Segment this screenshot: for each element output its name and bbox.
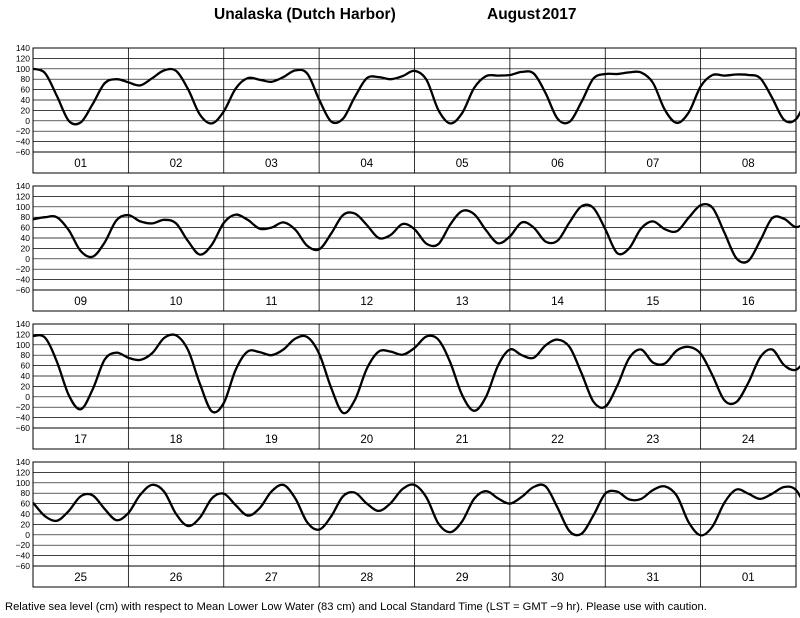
y-tick-label: 60 xyxy=(21,85,31,95)
day-label: 19 xyxy=(265,434,278,446)
y-tick-label: 0 xyxy=(25,530,30,540)
day-label: 28 xyxy=(360,572,373,584)
y-tick-label: 20 xyxy=(21,105,31,115)
y-tick-label: 0 xyxy=(25,116,30,126)
day-label: 29 xyxy=(456,572,469,584)
day-label: 05 xyxy=(456,158,469,170)
y-tick-label: 60 xyxy=(21,499,31,509)
day-label: 04 xyxy=(360,158,373,170)
y-tick-label: −40 xyxy=(16,413,31,423)
day-label: 08 xyxy=(742,158,755,170)
day-label: 01 xyxy=(74,158,87,170)
y-tick-label: −20 xyxy=(16,540,31,550)
y-tick-label: 140 xyxy=(16,319,30,329)
y-tick-label: −40 xyxy=(16,137,31,147)
year-label: 2017 xyxy=(542,6,577,23)
day-label: 10 xyxy=(170,296,183,308)
tide-curve xyxy=(32,202,800,264)
day-label: 12 xyxy=(360,296,373,308)
y-tick-label: −40 xyxy=(16,551,31,561)
y-tick-label: 100 xyxy=(16,202,30,212)
day-label: 21 xyxy=(456,434,469,446)
y-tick-label: −40 xyxy=(16,275,31,285)
day-label: 14 xyxy=(551,296,564,308)
footnote: Relative sea level (cm) with respect to … xyxy=(5,601,707,613)
y-tick-label: −60 xyxy=(16,561,31,571)
y-tick-label: 80 xyxy=(21,74,31,84)
day-label: 15 xyxy=(647,296,660,308)
y-tick-label: 100 xyxy=(16,478,30,488)
tide-curve xyxy=(32,333,800,415)
y-tick-label: 0 xyxy=(25,254,30,264)
day-label: 11 xyxy=(265,296,277,308)
y-tick-label: −60 xyxy=(16,285,31,295)
y-tick-label: 120 xyxy=(16,329,30,339)
y-tick-label: 80 xyxy=(21,350,31,360)
y-tick-label: −20 xyxy=(16,126,31,136)
day-label: 23 xyxy=(647,434,660,446)
y-tick-label: 40 xyxy=(21,233,31,243)
y-tick-label: 140 xyxy=(16,181,30,191)
day-label: 27 xyxy=(265,572,278,584)
y-tick-label: 60 xyxy=(21,361,31,371)
tide-curve xyxy=(32,67,800,126)
day-label: 09 xyxy=(74,296,87,308)
day-label: 07 xyxy=(647,158,660,170)
day-label: 13 xyxy=(456,296,469,308)
y-tick-label: 100 xyxy=(16,340,30,350)
y-tick-label: 0 xyxy=(25,392,30,402)
y-tick-label: −20 xyxy=(16,402,31,412)
y-tick-label: 40 xyxy=(21,509,31,519)
y-tick-label: 140 xyxy=(16,457,30,467)
y-tick-label: 60 xyxy=(21,223,31,233)
day-label: 22 xyxy=(551,434,564,446)
y-tick-label: −20 xyxy=(16,264,31,274)
day-label: 01 xyxy=(742,572,755,584)
day-label: 06 xyxy=(551,158,564,170)
day-label: 26 xyxy=(170,572,183,584)
y-tick-label: 140 xyxy=(16,43,30,53)
day-label: 30 xyxy=(551,572,564,584)
y-tick-label: 80 xyxy=(21,212,31,222)
day-label: 31 xyxy=(647,572,660,584)
y-tick-label: 80 xyxy=(21,488,31,498)
day-label: 16 xyxy=(742,296,755,308)
y-tick-label: 40 xyxy=(21,371,31,381)
y-tick-label: 40 xyxy=(21,95,31,105)
day-label: 17 xyxy=(74,434,87,446)
y-tick-label: −60 xyxy=(16,423,31,433)
y-tick-label: 120 xyxy=(16,467,30,477)
y-tick-label: 20 xyxy=(21,519,31,529)
month-label: August xyxy=(487,6,541,23)
y-tick-label: 120 xyxy=(16,53,30,63)
station-name: Unalaska (Dutch Harbor) xyxy=(214,6,396,23)
y-tick-label: −60 xyxy=(16,147,31,157)
y-tick-label: 120 xyxy=(16,191,30,201)
y-tick-label: 20 xyxy=(21,381,31,391)
day-label: 03 xyxy=(265,158,278,170)
y-tick-label: 100 xyxy=(16,64,30,74)
day-label: 20 xyxy=(360,434,373,446)
y-tick-label: 20 xyxy=(21,243,31,253)
day-label: 02 xyxy=(170,158,183,170)
chart-title: Unalaska (Dutch Harbor) August 2017 xyxy=(0,6,800,28)
tide-curve xyxy=(32,483,800,537)
day-label: 25 xyxy=(74,572,87,584)
day-label: 24 xyxy=(742,434,755,446)
day-label: 18 xyxy=(170,434,183,446)
